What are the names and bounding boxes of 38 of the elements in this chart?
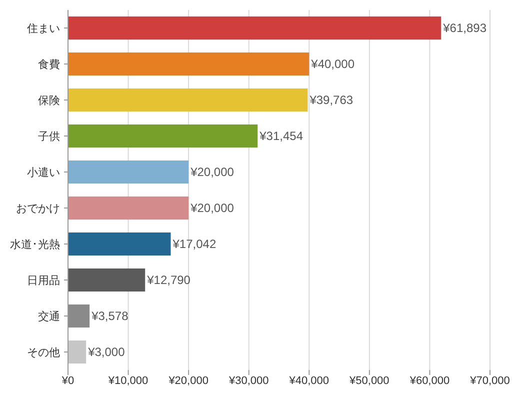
x-tick-label: ¥20,000 bbox=[168, 375, 208, 387]
y-tick-label: 日用品 bbox=[27, 275, 60, 287]
bar bbox=[68, 268, 146, 292]
data-label: ¥61,893 bbox=[442, 21, 487, 35]
data-label: ¥31,454 bbox=[258, 129, 304, 143]
y-tick-label: 食費 bbox=[38, 58, 60, 71]
x-tick-label: ¥70,000 bbox=[469, 375, 510, 387]
y-tick-label: 交通 bbox=[38, 310, 60, 323]
data-label: ¥12,790 bbox=[146, 273, 191, 287]
bar bbox=[68, 16, 442, 40]
bar bbox=[68, 340, 86, 364]
bar bbox=[68, 232, 171, 256]
bar bbox=[68, 196, 189, 220]
y-tick-label: その他 bbox=[27, 347, 60, 359]
bar bbox=[68, 52, 310, 76]
bar bbox=[68, 304, 90, 328]
data-label: ¥20,000 bbox=[190, 165, 234, 179]
x-tick-label: ¥10,000 bbox=[107, 375, 148, 387]
y-tick-label: 子供 bbox=[38, 131, 60, 143]
y-tick-label: 水道･光熱 bbox=[10, 238, 60, 251]
data-label: ¥39,763 bbox=[308, 93, 354, 107]
x-tick-label: ¥40,000 bbox=[288, 375, 330, 387]
data-label: ¥17,042 bbox=[172, 237, 216, 251]
bar bbox=[68, 124, 258, 148]
y-tick-label: 住まい bbox=[27, 23, 60, 35]
y-tick-label: おでかけ bbox=[16, 203, 60, 215]
bar bbox=[68, 88, 308, 112]
data-label: ¥3,578 bbox=[90, 309, 129, 323]
data-label: ¥3,000 bbox=[87, 345, 126, 359]
x-tick-label: ¥50,000 bbox=[348, 375, 390, 387]
data-label: ¥40,000 bbox=[310, 57, 355, 71]
y-tick-label: 保険 bbox=[38, 95, 60, 107]
x-tick-label: ¥0 bbox=[60, 375, 74, 387]
data-label: ¥20,000 bbox=[190, 201, 234, 215]
x-tick-label: ¥60,000 bbox=[408, 375, 450, 387]
bar bbox=[68, 160, 189, 184]
x-tick-label: ¥30,000 bbox=[228, 375, 269, 387]
y-tick-label: 小遣い bbox=[27, 166, 60, 179]
